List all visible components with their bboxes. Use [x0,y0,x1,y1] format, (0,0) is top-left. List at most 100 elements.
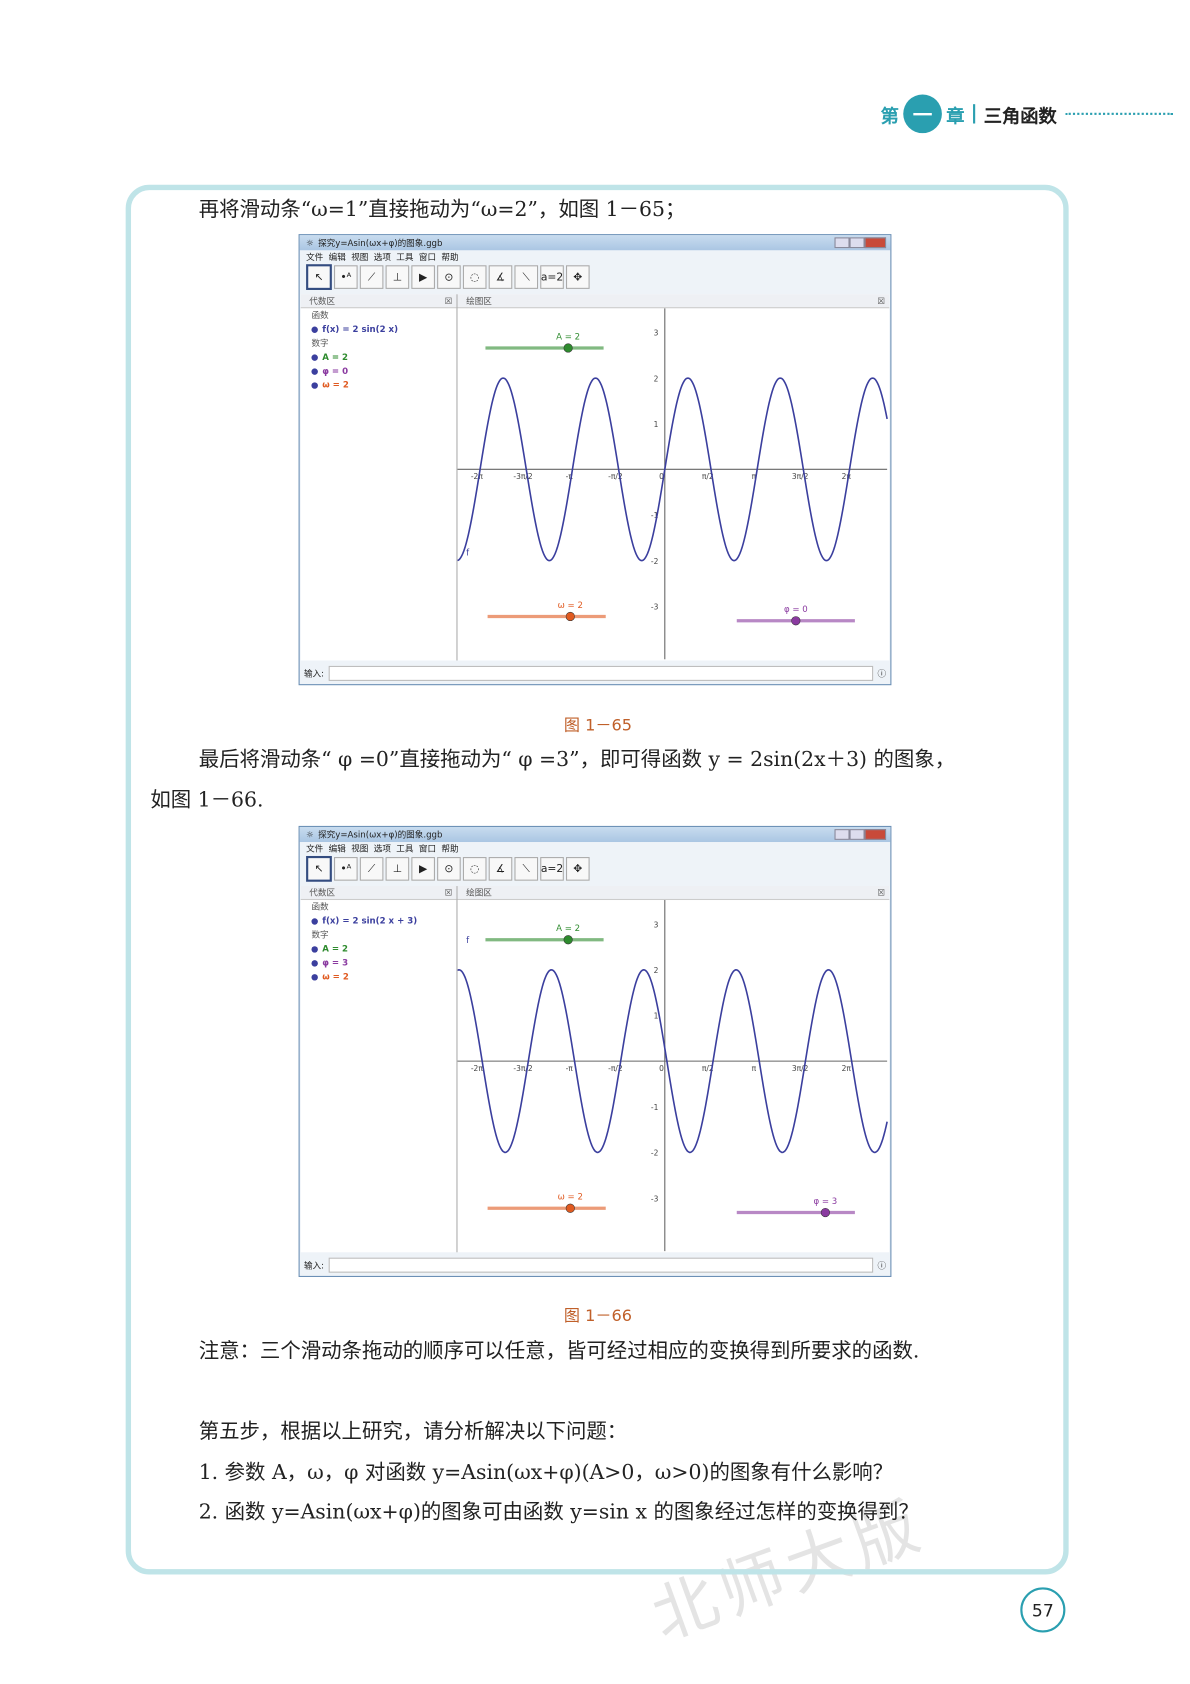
menu-item[interactable]: 编辑 [328,843,346,854]
menu-item[interactable]: 视图 [351,251,369,262]
function-text: f(x) = 2 sin(2 x) [322,324,399,335]
menu-item[interactable]: 工具 [396,843,414,854]
question-2: 2. 函数 y=Asin(ωx+φ)的图象可由函数 y=sin x 的图象经过怎… [198,1500,919,1525]
close-pane-icon[interactable]: ☒ [877,887,885,898]
question-1: 1. 参数 A，ω，φ 对函数 y=Asin(ωx+φ)(A>0，ω>0)的图象… [198,1460,894,1485]
close-button[interactable] [864,829,887,840]
chapter-number: 一 [903,94,942,134]
menu-item[interactable]: 选项 [373,843,391,854]
visibility-dot[interactable] [311,917,318,925]
select-tool-icon[interactable]: ↖ [306,855,332,882]
x-tick-label: π [752,1064,757,1073]
graph-canvas[interactable]: -2π -3π/2 -π -π/2 0 π/2 π 3π/2 2π 3 2 1 -1 -2 -3 f A = 2… [457,308,890,660]
param-phi-text: φ = 0 [322,366,349,376]
chapter-prefix: 第 [880,105,899,128]
visibility-dot[interactable] [311,353,318,361]
menu-item[interactable]: 文件 [306,843,324,854]
graphics-view[interactable]: 绘图区 ☒ -2π -3π/2 -π -π/2 0 π/2 π 3π/2 2π 3 2 1 -1 -2 -3 f… [457,294,890,661]
menu-item[interactable]: 窗口 [418,843,437,854]
reflect-tool-icon[interactable]: ⟍ [514,265,539,289]
input-field[interactable] [328,1257,874,1273]
help-icon[interactable]: ⓘ [877,668,887,679]
group-numbers[interactable]: 数字 [311,338,329,348]
select-tool-icon[interactable]: ↖ [306,264,332,290]
param-phi-text: φ = 3 [322,958,349,968]
reflect-tool-icon[interactable]: ⟍ [514,857,539,881]
graphics-view[interactable]: 绘图区 ☒ -2π -3π/2 -π -π/2 0 π/2 π 3π/2 2π 3 2 1 -1 -2 -3 f… [457,886,890,1253]
y-tick-label: 2 [654,966,659,975]
maximize-button[interactable] [849,829,865,840]
graph-canvas[interactable]: -2π -3π/2 -π -π/2 0 π/2 π 3π/2 2π 3 2 1 -1 -2 -3 f A = 2… [457,900,890,1252]
menu-item[interactable]: 视图 [351,843,369,854]
menu-item[interactable]: 帮助 [441,843,459,854]
param-A[interactable]: A = 2 [301,942,457,956]
function-entry[interactable]: f(x) = 2 sin(2 x) [301,322,457,336]
close-button[interactable] [864,237,887,249]
param-A-text: A = 2 [322,352,349,362]
input-field[interactable] [328,665,874,681]
slider-omega-handle [565,1203,575,1213]
visibility-dot[interactable] [311,959,318,967]
chapter-title: 三角函数 [983,105,1057,128]
close-pane-icon[interactable]: ☒ [877,295,885,306]
group-functions[interactable]: 函数 [311,310,329,321]
menu-bar: 文件 编辑 视图 选项 工具 窗口 帮助 [300,250,891,263]
help-icon[interactable]: ⓘ [877,1260,887,1271]
slider-phi-handle [820,1207,830,1218]
visibility-dot[interactable] [311,945,318,953]
slider-phi-label: φ = 3 [813,1197,837,1207]
function-entry[interactable]: f(x) = 2 sin(2 x + 3) [301,914,457,928]
polygon-tool-icon[interactable]: ▶ [411,265,435,289]
param-omega[interactable]: ω = 2 [301,378,457,392]
menu-item[interactable]: 帮助 [441,251,459,262]
close-pane-icon[interactable]: ☒ [444,295,453,306]
x-tick-label: -π/2 [608,1064,623,1073]
x-tick-label: π/2 [702,1064,714,1073]
minimize-button[interactable] [834,829,850,840]
toolbar: ↖ •ᴬ ⟋ ⊥ ▶ ⊙ ◌ ∡ ⟍ a=2 ✥ [300,855,891,883]
group-functions[interactable]: 函数 [311,902,329,912]
visibility-dot[interactable] [311,325,318,333]
move-view-tool-icon[interactable]: ✥ [565,857,590,881]
param-omega[interactable]: ω = 2 [301,970,457,984]
menu-item[interactable]: 工具 [396,251,414,262]
close-pane-icon[interactable]: ☒ [444,887,453,898]
visibility-dot[interactable] [311,381,318,389]
input-label: 输入: [303,1260,325,1271]
point-tool-icon[interactable]: •ᴬ [334,265,358,289]
circle-tool-icon[interactable]: ⊙ [437,265,461,289]
input-bar: 输入: ⓘ [304,665,886,682]
point-tool-icon[interactable]: •ᴬ [334,857,358,881]
param-A[interactable]: A = 2 [301,350,457,364]
circle-tool-icon[interactable]: ⊙ [437,857,461,881]
y-tick-label: 1 [654,1012,659,1021]
line-tool-icon[interactable]: ⟋ [359,857,384,881]
perpendicular-tool-icon[interactable]: ⊥ [385,265,410,289]
minimize-button[interactable] [834,237,850,249]
param-phi[interactable]: φ = 0 [301,364,457,378]
slider-tool-icon[interactable]: a=2 [540,857,564,881]
conic-tool-icon[interactable]: ◌ [462,265,487,289]
visibility-dot[interactable] [311,973,318,981]
x-tick-label: -3π/2 [513,472,533,481]
polygon-tool-icon[interactable]: ▶ [411,857,435,881]
slider-tool-icon[interactable]: a=2 [540,265,564,289]
dotted-line [1065,112,1173,115]
y-tick-label: -1 [651,1103,659,1112]
angle-tool-icon[interactable]: ∡ [488,857,513,881]
line-tool-icon[interactable]: ⟋ [359,265,384,289]
move-view-tool-icon[interactable]: ✥ [565,265,590,289]
perpendicular-tool-icon[interactable]: ⊥ [385,857,410,881]
menu-item[interactable]: 文件 [306,251,324,262]
group-numbers[interactable]: 数字 [311,930,329,940]
figure-caption-1: 图 1－65 [563,715,632,735]
param-phi[interactable]: φ = 3 [301,956,457,970]
angle-tool-icon[interactable]: ∡ [488,265,513,289]
conic-tool-icon[interactable]: ◌ [462,857,487,881]
menu-item[interactable]: 选项 [373,251,391,262]
maximize-button[interactable] [849,237,865,249]
visibility-dot[interactable] [311,367,318,375]
menu-item[interactable]: 编辑 [328,251,346,262]
menu-item[interactable]: 窗口 [418,251,437,262]
y-tick-label: -3 [651,602,659,611]
